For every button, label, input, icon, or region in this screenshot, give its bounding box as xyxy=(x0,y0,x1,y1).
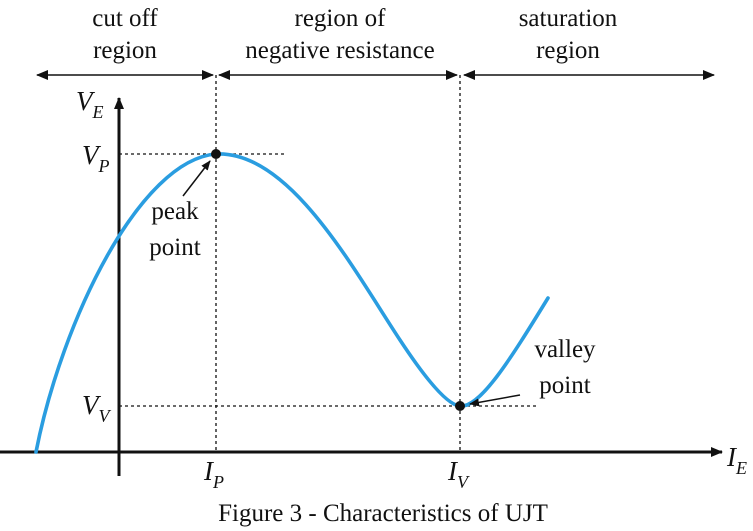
valley-point-marker xyxy=(455,401,465,411)
y-axis-label: VE xyxy=(76,86,104,122)
valley-annotation-line1: valley xyxy=(534,336,596,363)
region-label-cutoff-line2: region xyxy=(93,37,157,64)
region-label-saturation-line1: saturation xyxy=(519,5,618,32)
ip-label: IP xyxy=(203,456,224,492)
vv-label: VV xyxy=(82,390,112,426)
peak-annotation-line1: peak xyxy=(151,198,199,225)
peak-point-marker xyxy=(211,149,221,159)
iv-label: IV xyxy=(447,456,470,492)
valley-annotation-line2: point xyxy=(539,372,590,399)
vp-label: VP xyxy=(82,140,110,176)
peak-annotation-arrow xyxy=(182,160,211,197)
region-label-negative-line1: region of xyxy=(295,5,387,32)
x-axis-label: IE xyxy=(726,442,747,478)
region-label-negative-line2: negative resistance xyxy=(245,37,435,64)
valley-annotation-arrow xyxy=(469,394,521,407)
region-label-cutoff-line1: cut off xyxy=(92,5,158,32)
figure-caption: Figure 3 - Characteristics of UJT xyxy=(218,500,548,527)
ujt-characteristic-curve xyxy=(34,152,550,454)
peak-annotation-line2: point xyxy=(149,234,200,261)
region-label-saturation-line2: region xyxy=(536,37,600,64)
